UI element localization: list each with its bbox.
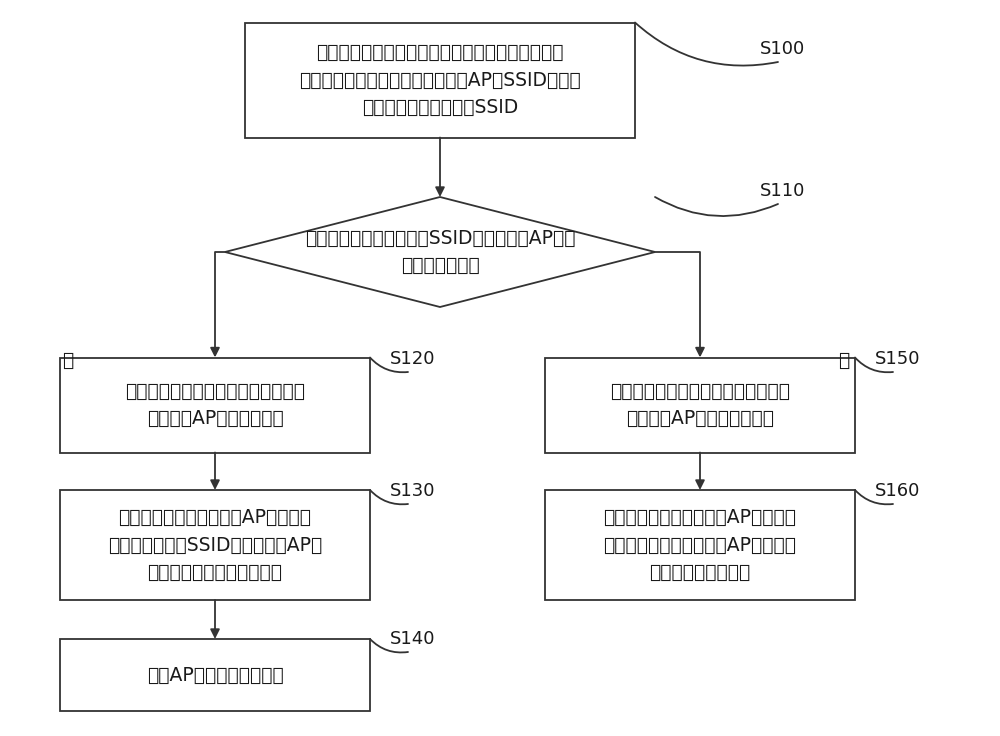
Bar — [545, 358, 855, 453]
Text: S120: S120 — [390, 350, 436, 368]
Text: 终端设备通过第一应用调用图形扫描装置扫描图形
码，确定所述图形码中承载的无线AP的SSID，向第
一应用服务器发送所述SSID: 终端设备通过第一应用调用图形扫描装置扫描图形 码，确定所述图形码中承载的无线AP… — [299, 43, 581, 117]
Text: 终端设备接收到所述无线AP可接入的
信息，根据所述SSID向所述无线AP发
送建立无线连接的请求信息: 终端设备接收到所述无线AP可接入的 信息，根据所述SSID向所述无线AP发 送建… — [108, 509, 322, 581]
Text: S100: S100 — [760, 40, 805, 58]
Text: S140: S140 — [390, 630, 436, 648]
Text: 第一应用服务器向所述终端设备反馈
所述无线AP不可接入的信息: 第一应用服务器向所述终端设备反馈 所述无线AP不可接入的信息 — [610, 382, 790, 428]
Text: S110: S110 — [760, 182, 805, 200]
Bar — [245, 23, 635, 138]
Text: 无线AP接收所述请求信息: 无线AP接收所述请求信息 — [147, 665, 283, 684]
Polygon shape — [225, 197, 655, 307]
Text: S150: S150 — [875, 350, 920, 368]
Text: S160: S160 — [875, 482, 920, 500]
Text: 第一应用服务器向所述终端设备反馈
所述无线AP可接入的信息: 第一应用服务器向所述终端设备反馈 所述无线AP可接入的信息 — [125, 382, 305, 428]
Bar — [60, 490, 370, 600]
Text: S130: S130 — [390, 482, 436, 500]
Bar — [60, 639, 370, 711]
Text: 否: 否 — [838, 350, 849, 369]
Bar — [60, 358, 370, 453]
Bar — [545, 490, 855, 600]
Text: 终端设备接收到所述无线AP不可接入
的信息，取消向所述无线AP发送建立
无线连接的请求信息: 终端设备接收到所述无线AP不可接入 的信息，取消向所述无线AP发送建立 无线连接… — [604, 509, 796, 581]
Text: 第一应用服务器判断所述SSID对应的无线AP是否
处于可接入状态: 第一应用服务器判断所述SSID对应的无线AP是否 处于可接入状态 — [305, 229, 575, 275]
Text: 是: 是 — [62, 350, 73, 369]
